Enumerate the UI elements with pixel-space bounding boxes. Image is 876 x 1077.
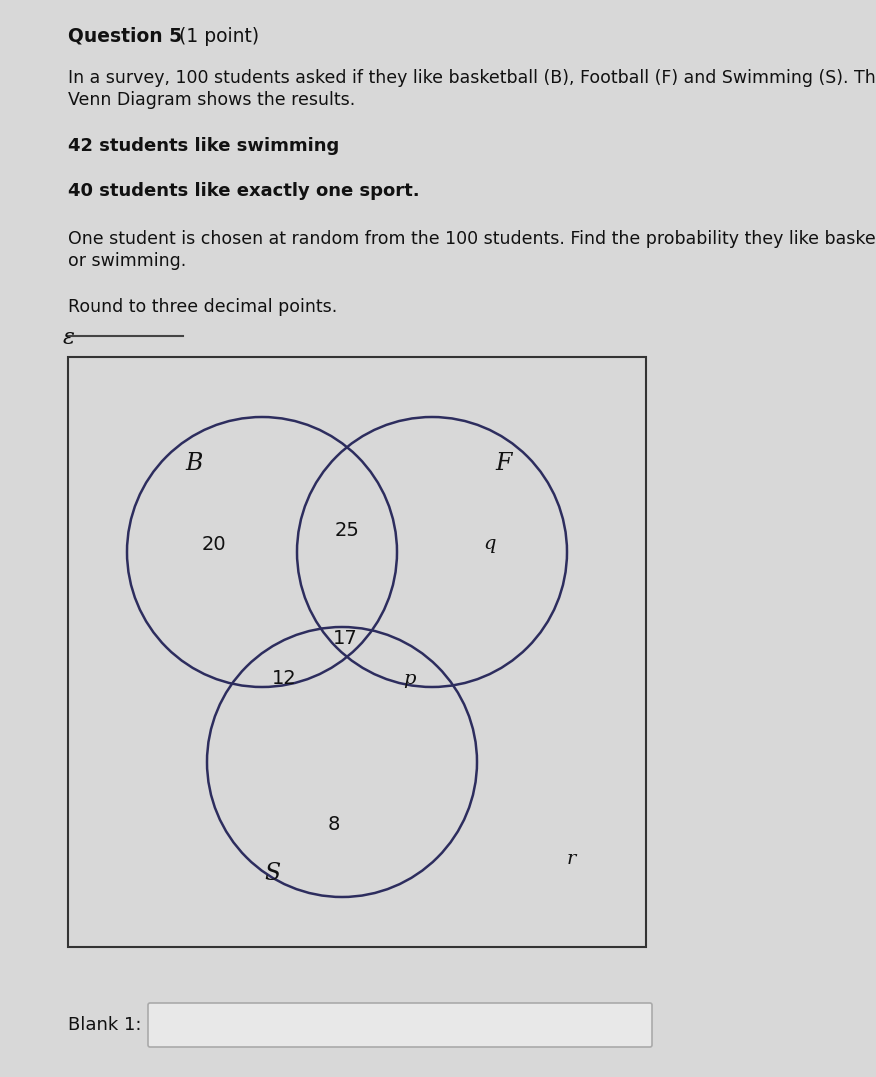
Text: 40 students like exactly one sport.: 40 students like exactly one sport. — [68, 182, 420, 200]
Text: 42 students like swimming: 42 students like swimming — [68, 137, 339, 155]
Text: F: F — [496, 452, 512, 476]
Text: or swimming.: or swimming. — [68, 252, 187, 270]
Text: Venn Diagram shows the results.: Venn Diagram shows the results. — [68, 90, 356, 109]
Text: r: r — [566, 850, 576, 868]
Text: ε: ε — [63, 327, 75, 349]
Text: One student is chosen at random from the 100 students. Find the probability they: One student is chosen at random from the… — [68, 230, 876, 248]
Text: q: q — [484, 535, 496, 553]
Text: 20: 20 — [201, 534, 226, 554]
Text: Blank 1:: Blank 1: — [68, 1016, 142, 1034]
Bar — [68, 356, 646, 947]
Text: 8: 8 — [328, 814, 340, 834]
Text: (1 point): (1 point) — [173, 27, 259, 46]
Text: 25: 25 — [335, 520, 359, 540]
Text: 17: 17 — [333, 629, 357, 648]
Text: 12: 12 — [272, 670, 296, 688]
Text: Round to three decimal points.: Round to three decimal points. — [68, 298, 337, 316]
Text: B: B — [186, 452, 202, 476]
Text: p: p — [403, 670, 415, 688]
FancyBboxPatch shape — [148, 1003, 652, 1047]
Text: S: S — [264, 863, 280, 885]
Text: Question 5: Question 5 — [68, 27, 182, 46]
Text: In a survey, 100 students asked if they like basketball (B), Football (F) and Sw: In a survey, 100 students asked if they … — [68, 69, 876, 87]
